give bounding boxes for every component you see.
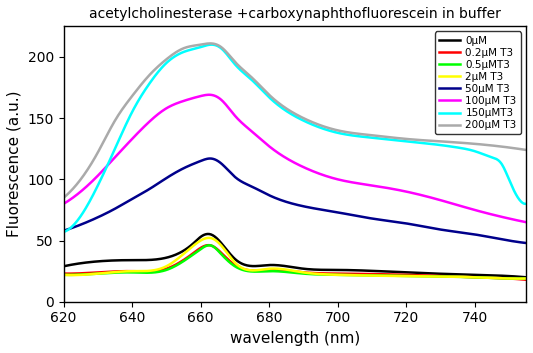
50μM T3 <box>284 200 290 204</box>
150μMT3 <box>60 230 67 234</box>
100μM T3 <box>440 199 447 203</box>
Line: 0.5μMT3: 0.5μMT3 <box>63 245 526 279</box>
0μM <box>312 268 318 272</box>
Line: 2μM T3: 2μM T3 <box>63 238 526 279</box>
0.5μMT3 <box>281 270 287 274</box>
100μM T3 <box>281 155 287 159</box>
0.5μMT3 <box>513 276 519 281</box>
0.2μM T3 <box>312 271 318 275</box>
150μMT3 <box>209 42 215 47</box>
150μMT3 <box>284 109 290 114</box>
2μM T3 <box>514 276 521 281</box>
Line: 50μM T3: 50μM T3 <box>63 158 526 243</box>
0.2μM T3 <box>60 271 67 276</box>
0.2μM T3 <box>205 243 212 247</box>
50μM T3 <box>513 240 519 244</box>
0.2μM T3 <box>440 274 447 278</box>
Y-axis label: Fluorescence (a.u.): Fluorescence (a.u.) <box>7 91 22 237</box>
0μM <box>281 264 287 268</box>
200μM T3 <box>440 139 447 144</box>
0.2μM T3 <box>284 269 290 273</box>
2μM T3 <box>60 273 67 277</box>
0μM <box>336 268 343 272</box>
200μM T3 <box>284 107 290 111</box>
0.2μM T3 <box>523 277 529 282</box>
0.2μM T3 <box>281 268 287 273</box>
200μM T3 <box>312 121 318 125</box>
0μM <box>284 264 290 268</box>
0μM <box>205 232 212 236</box>
200μM T3 <box>336 129 343 133</box>
100μM T3 <box>206 92 212 97</box>
2μM T3 <box>284 268 290 272</box>
0μM <box>523 275 529 280</box>
50μM T3 <box>440 228 447 232</box>
2μM T3 <box>523 276 529 281</box>
0.5μMT3 <box>60 273 67 277</box>
0μM <box>60 264 67 268</box>
200μM T3 <box>513 146 519 150</box>
50μM T3 <box>523 241 529 245</box>
0.2μM T3 <box>513 277 519 281</box>
150μMT3 <box>523 202 529 206</box>
Legend: 0μM, 0.2μM T3, 0.5μMT3, 2μM T3, 50μM T3, 100μM T3, 150μMT3, 200μM T3: 0μM, 0.2μM T3, 0.5μMT3, 2μM T3, 50μM T3,… <box>435 31 521 134</box>
0.2μM T3 <box>336 271 343 276</box>
Line: 0μM: 0μM <box>63 234 526 277</box>
2μM T3 <box>281 267 287 271</box>
150μMT3 <box>440 143 447 148</box>
50μM T3 <box>207 156 213 161</box>
2μM T3 <box>440 274 447 279</box>
2μM T3 <box>513 276 519 281</box>
150μMT3 <box>312 124 318 128</box>
50μM T3 <box>60 229 67 233</box>
100μM T3 <box>60 202 67 206</box>
100μM T3 <box>523 220 529 224</box>
100μM T3 <box>513 218 519 222</box>
0.5μMT3 <box>336 273 343 277</box>
Line: 100μM T3: 100μM T3 <box>63 95 526 222</box>
0.5μMT3 <box>523 276 529 281</box>
150μMT3 <box>513 192 519 196</box>
150μMT3 <box>281 107 287 112</box>
100μM T3 <box>312 170 318 174</box>
Line: 0.2μM T3: 0.2μM T3 <box>63 245 526 280</box>
0.5μMT3 <box>514 276 521 281</box>
2μM T3 <box>312 271 318 276</box>
0.5μMT3 <box>206 243 212 247</box>
200μM T3 <box>207 41 213 46</box>
200μM T3 <box>523 148 529 152</box>
50μM T3 <box>336 211 343 215</box>
X-axis label: wavelength (nm): wavelength (nm) <box>230 331 360 346</box>
100μM T3 <box>336 178 343 182</box>
2μM T3 <box>206 236 212 240</box>
2μM T3 <box>336 273 343 277</box>
Title: acetylcholinesterase +carboxynaphthofluorescein in buffer: acetylcholinesterase +carboxynaphthofluo… <box>89 7 501 21</box>
200μM T3 <box>60 196 67 200</box>
200μM T3 <box>281 105 287 109</box>
50μM T3 <box>312 207 318 211</box>
Line: 150μMT3: 150μMT3 <box>63 44 526 232</box>
150μMT3 <box>336 131 343 136</box>
0.5μMT3 <box>440 274 447 279</box>
Line: 200μM T3: 200μM T3 <box>63 43 526 198</box>
0μM <box>440 272 447 276</box>
50μM T3 <box>281 199 287 203</box>
0.5μMT3 <box>284 270 290 274</box>
0.5μMT3 <box>312 272 318 276</box>
100μM T3 <box>284 156 290 161</box>
0μM <box>513 274 519 279</box>
